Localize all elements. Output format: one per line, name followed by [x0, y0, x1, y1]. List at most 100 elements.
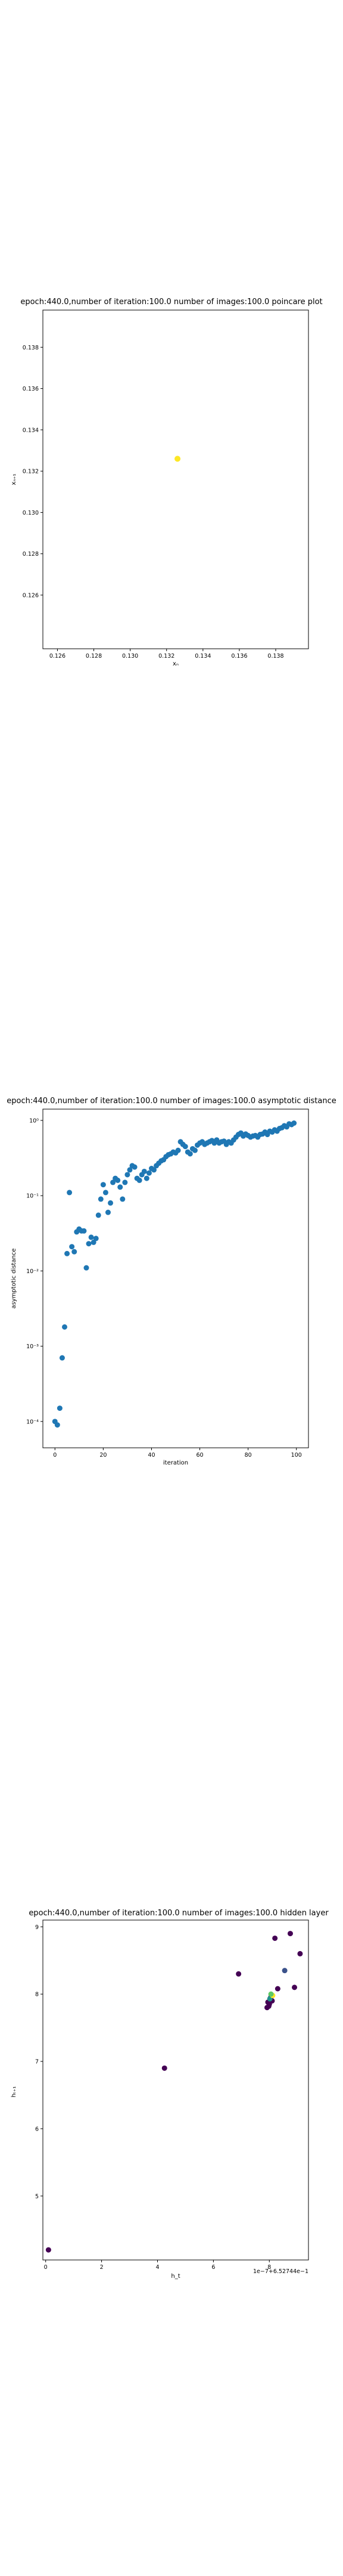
y-ticks: 5 6 7 8 9	[35, 1924, 43, 2200]
data-point	[88, 1234, 94, 1240]
data-point	[151, 1167, 157, 1173]
data-point	[141, 1168, 147, 1174]
plot-frame	[42, 1919, 309, 2261]
data-point	[174, 456, 181, 462]
x-ticks: 0 2 4 6 8	[44, 2260, 271, 2271]
y-tick-label: 0.134	[23, 427, 39, 434]
data-point	[102, 1190, 108, 1196]
y-tick-label: 0.128	[23, 551, 39, 558]
x-tick-label: 0.130	[122, 653, 138, 660]
chart-title: epoch:440.0,number of iteration:100.0 nu…	[20, 298, 322, 306]
x-axis-label: iteration	[163, 1460, 188, 1466]
x-axis-label: xₙ	[173, 661, 179, 667]
y-axis-label: hₜ₊₁	[11, 2086, 17, 2098]
poincare-chart: epoch:440.0,number of iteration:100.0 nu…	[11, 298, 323, 667]
y-axis-label: asymptotic distance	[11, 1248, 17, 1308]
x-tick-label: 0.136	[231, 653, 247, 660]
x-tick-label: 80	[245, 1452, 252, 1459]
points	[174, 456, 181, 462]
y-tick-label: 5	[35, 2193, 39, 2200]
data-point	[71, 1249, 77, 1255]
y-tick-label: 10⁻¹	[26, 1193, 39, 1200]
data-point	[275, 1986, 280, 1992]
data-point	[108, 1200, 114, 1206]
x-offset-text: 1e−7+6.52744e−1	[253, 2268, 308, 2275]
data-point	[297, 1950, 303, 1956]
data-point	[93, 1236, 99, 1241]
data-point	[100, 1182, 106, 1188]
data-point	[175, 1147, 181, 1153]
data-point	[161, 2065, 167, 2071]
plot-frame	[42, 309, 309, 649]
data-point	[144, 1175, 149, 1181]
y-tick-label: 6	[35, 2126, 39, 2132]
data-point	[132, 1164, 138, 1170]
data-point	[291, 1120, 297, 1126]
data-point	[192, 1147, 198, 1153]
y-tick-label: 10⁻³	[26, 1343, 39, 1350]
y-tick-label: 10⁰	[29, 1117, 39, 1124]
y-tick-label: 8	[35, 1992, 39, 1998]
data-point	[127, 1167, 133, 1173]
x-tick-label: 100	[291, 1452, 302, 1459]
x-tick-label: 20	[99, 1452, 107, 1459]
data-point	[59, 1355, 65, 1361]
data-point	[83, 1265, 89, 1271]
data-point	[146, 1170, 152, 1176]
hidden-layer-chart: epoch:440.0,number of iteration:100.0 nu…	[11, 1909, 329, 2280]
data-point	[122, 1179, 128, 1185]
data-point	[67, 1190, 73, 1196]
data-point	[81, 1228, 87, 1234]
data-point	[95, 1212, 101, 1218]
data-point	[124, 1172, 130, 1178]
x-tick-label: 0.132	[158, 653, 174, 660]
x-ticks: 0.126 0.128 0.130 0.132 0.134 0.136 0.138	[49, 649, 284, 660]
y-tick-label: 9	[35, 1924, 39, 1931]
data-point	[272, 1935, 278, 1941]
data-point	[268, 1991, 274, 1997]
y-tick-label: 0.130	[23, 510, 39, 516]
y-tick-label: 7	[35, 2059, 39, 2066]
y-tick-label: 10⁻⁴	[26, 1419, 39, 1425]
points	[52, 1120, 297, 1428]
x-tick-label: 4	[155, 2264, 159, 2271]
y-axis-label: xₙ₊₁	[11, 473, 17, 485]
points	[45, 1931, 303, 2253]
data-point	[117, 1184, 123, 1190]
data-point	[182, 1144, 188, 1150]
data-point	[86, 1241, 92, 1247]
plot-frame	[42, 1109, 309, 1448]
data-point	[61, 1324, 67, 1330]
x-tick-label: 0.126	[49, 653, 66, 660]
x-tick-label: 60	[196, 1452, 203, 1459]
chart-title: epoch:440.0,number of iteration:100.0 nu…	[29, 1909, 329, 1918]
x-tick-label: 8	[267, 2264, 271, 2271]
chart-title: epoch:440.0,number of iteration:100.0 nu…	[7, 1097, 336, 1106]
data-point	[120, 1196, 126, 1202]
y-tick-label: 0.132	[23, 469, 39, 475]
x-axis-label: h_t	[171, 2273, 180, 2280]
data-point	[292, 1984, 298, 1990]
y-ticks: 10⁰ 10⁻¹ 10⁻² 10⁻³ 10⁻⁴	[26, 1117, 43, 1425]
data-point	[54, 1422, 60, 1428]
y-ticks: 0.126 0.128 0.130 0.132 0.134 0.136 0.138	[23, 345, 43, 599]
data-point	[64, 1250, 70, 1256]
data-point	[187, 1151, 193, 1157]
y-tick-label: 0.136	[23, 386, 39, 392]
data-point	[110, 1179, 116, 1185]
data-point	[282, 1968, 288, 1974]
asymptotic-distance-chart: epoch:440.0,number of iteration:100.0 nu…	[7, 1097, 336, 1466]
y-tick-label: 10⁻²	[26, 1268, 39, 1275]
x-tick-label: 2	[100, 2264, 104, 2271]
x-tick-label: 0	[44, 2264, 48, 2271]
x-tick-label: 0.138	[267, 653, 283, 660]
data-point	[287, 1931, 293, 1937]
data-point	[98, 1196, 104, 1202]
data-point	[136, 1177, 142, 1183]
data-point	[266, 2003, 272, 2009]
data-point	[236, 1971, 242, 1977]
data-point	[45, 2247, 51, 2253]
x-tick-label: 0.134	[195, 653, 211, 660]
x-tick-label: 0.128	[86, 653, 102, 660]
x-ticks: 0 20 40 60 80 100	[53, 1448, 302, 1459]
